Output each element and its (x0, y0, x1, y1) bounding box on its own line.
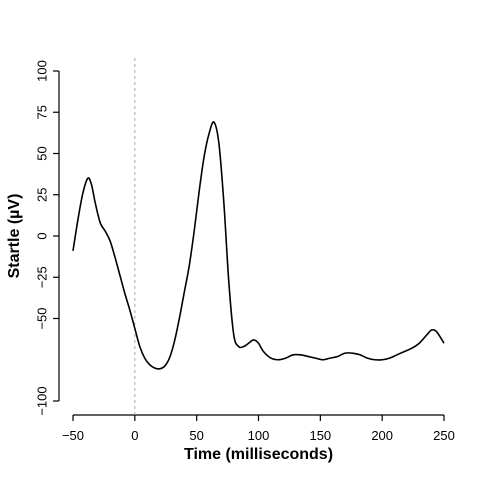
x-tick-label: 250 (433, 428, 455, 443)
x-tick-label: 150 (309, 428, 331, 443)
y-axis-title: Startle (µV) (6, 194, 23, 279)
x-axis: −50 0 50 100 150 200 250 (62, 414, 455, 443)
x-axis-title: Time (milliseconds) (184, 446, 333, 463)
y-tick-label: 25 (34, 188, 49, 202)
y-tick-label: −25 (34, 266, 49, 288)
series-line (72, 121, 445, 370)
y-tick-label: −100 (34, 386, 49, 415)
y-tick-label: 50 (34, 146, 49, 160)
x-tick-label: −50 (62, 428, 84, 443)
y-tick-label: 75 (34, 105, 49, 119)
x-tick-label: 200 (371, 428, 393, 443)
y-tick-label: −50 (34, 307, 49, 329)
y-axis: −100 −50 −25 0 25 50 75 100 (34, 60, 60, 416)
y-tick-label: 100 (34, 60, 49, 82)
x-tick-label: 0 (131, 428, 138, 443)
x-tick-label: 100 (248, 428, 270, 443)
y-tick-label: 0 (34, 232, 49, 239)
x-tick-label: 50 (189, 428, 203, 443)
